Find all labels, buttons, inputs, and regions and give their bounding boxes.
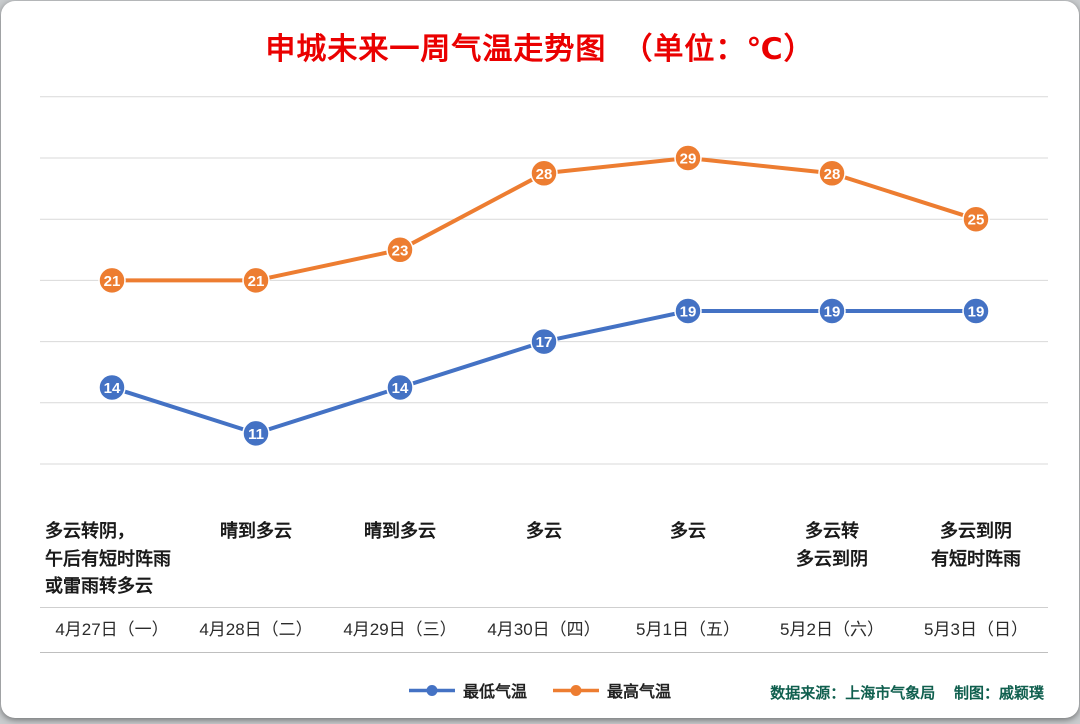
data-point [242, 419, 270, 448]
series-markers-0: 14 11 14 17 19 19 19 [98, 297, 990, 448]
dates-row: 4月27日（一） 4月28日（二） 4月29日（三） 4月30日（四） 5月1日… [40, 607, 1048, 653]
gridlines [40, 96, 1048, 465]
legend-item-max-temp: 最高气温 [553, 678, 671, 702]
legend-label: 最高气温 [607, 684, 672, 701]
data-point [962, 297, 990, 325]
data-point [674, 144, 702, 172]
date-label: 5月1日（五） [636, 620, 740, 639]
weather-label: 多云 [526, 521, 562, 541]
date-label: 4月28日（二） [199, 620, 313, 639]
source-credit: 数据来源：上海市气象局 制图：戚颖璞 [770, 686, 1044, 702]
data-point-label: 19 [824, 304, 841, 321]
legend-label: 最低气温 [462, 684, 527, 701]
data-point-label: 25 [968, 212, 985, 229]
weather-label: 多云到阴 有短时阵雨 [931, 521, 1021, 569]
weather-label: 晴到多云 [364, 521, 436, 541]
weather-label: 多云 [670, 521, 706, 541]
data-point [242, 266, 270, 295]
data-point [818, 297, 846, 325]
data-point-label: 19 [680, 304, 697, 321]
data-point [98, 373, 126, 402]
data-point [386, 236, 414, 264]
data-point-label: 21 [248, 273, 265, 290]
data-point-label: 11 [248, 426, 264, 443]
line-marker-icon-blue [408, 684, 455, 696]
date-label: 4月29日（三） [343, 620, 457, 639]
line-marker-icon-orange [553, 684, 599, 696]
data-point-label: 19 [968, 304, 985, 321]
weather-label: 晴到多云 [220, 521, 292, 541]
series-markers-1: 21 21 23 28 29 28 25 [98, 144, 990, 295]
data-point [530, 159, 558, 188]
date-label: 4月30日（四） [487, 620, 601, 639]
data-point-label: 14 [392, 380, 409, 397]
data-point [818, 159, 846, 188]
data-point [674, 297, 702, 325]
data-point-label: 28 [824, 166, 841, 183]
data-point [530, 327, 558, 356]
date-label: 4月27日（一） [55, 620, 169, 639]
data-point-label: 23 [392, 242, 409, 259]
date-label: 5月2日（六） [780, 620, 884, 639]
weather-row: 多云转阴， 午后有短时阵雨 或雷雨转多云 晴到多云 晴到多云 多云 多云 多云转… [40, 518, 1048, 601]
legend-item-min-temp: 最低气温 [408, 678, 527, 702]
data-point-label: 14 [104, 380, 121, 397]
weather-label: 多云转阴， 午后有短时阵雨 或雷雨转多云 [45, 521, 171, 596]
data-point [386, 373, 414, 402]
data-point [962, 205, 990, 233]
data-point-label: 21 [104, 273, 121, 290]
chart-legend: 最低气温 最高气温 [408, 676, 671, 704]
data-point [98, 266, 126, 295]
date-label: 5月3日（日） [924, 620, 1028, 639]
data-point-label: 17 [536, 334, 553, 351]
weather-label: 多云转 多云到阴 [796, 521, 868, 569]
data-point-label: 28 [536, 166, 553, 183]
data-point-label: 29 [680, 151, 697, 168]
chart-title: 申城未来一周气温走势图 （单位：℃） [265, 33, 815, 66]
